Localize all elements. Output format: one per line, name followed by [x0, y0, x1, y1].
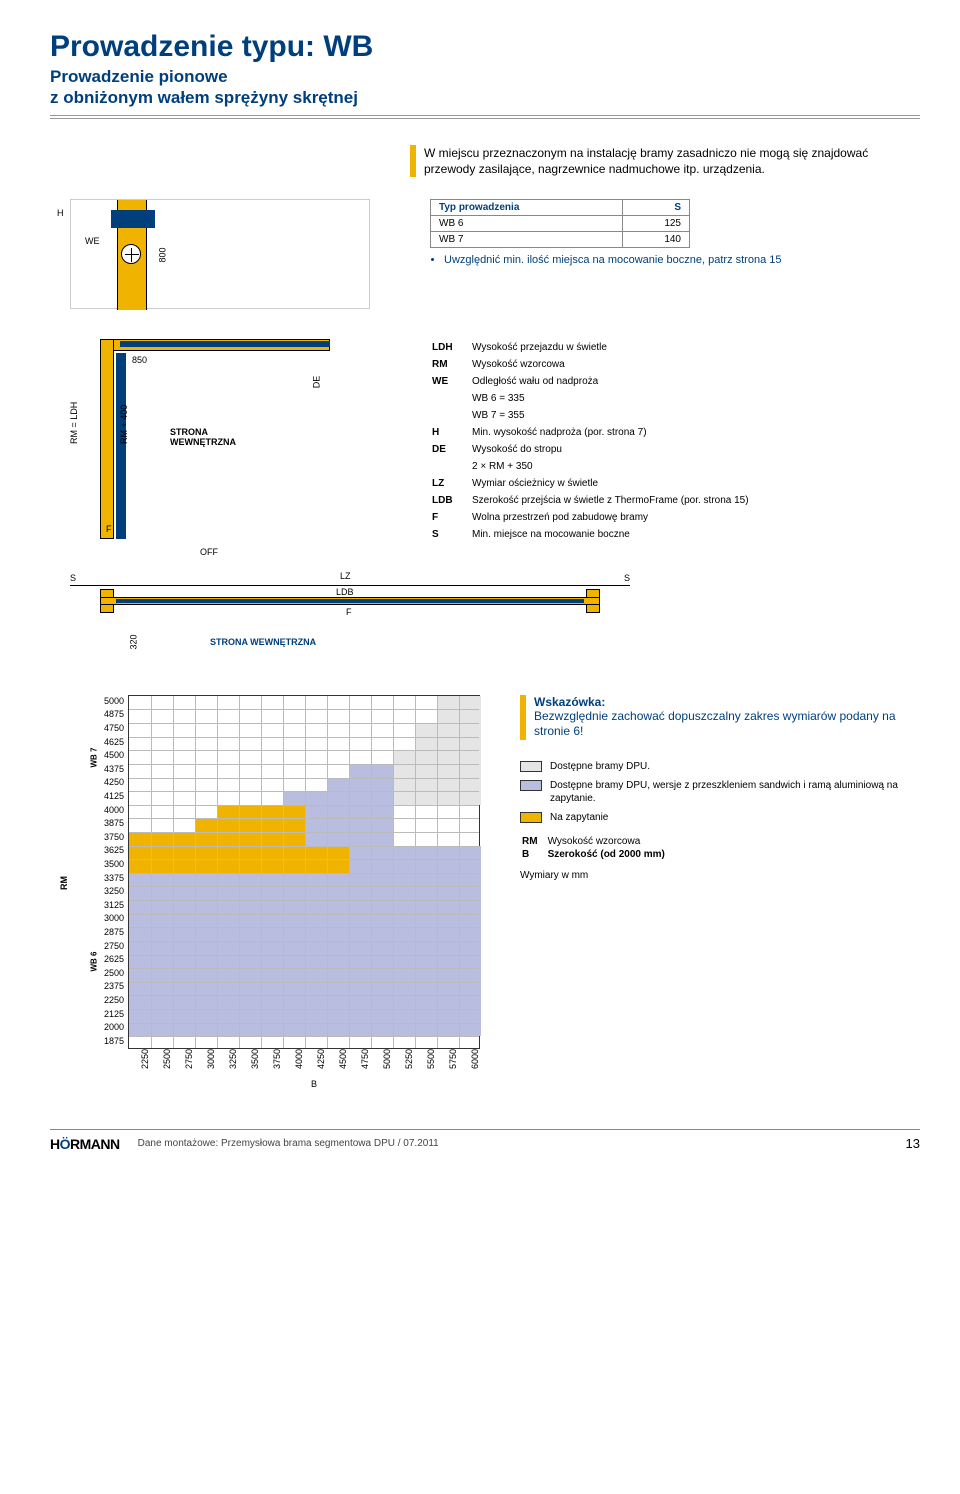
- dia2-rm400: RM + 400: [119, 405, 129, 444]
- dia3-320: 320: [129, 634, 139, 649]
- subtitle-2: z obniżonym wałem sprężyny skrętnej: [50, 87, 920, 108]
- legend: Dostępne bramy DPU.Dostępne bramy DPU, w…: [520, 760, 920, 824]
- dia3-s1: S: [70, 573, 76, 583]
- dia1-800: 800: [158, 247, 168, 262]
- x-axis-values: 2250250027503000325035003750400042504500…: [134, 1055, 486, 1065]
- dia3-lz: LZ: [340, 571, 351, 581]
- bullet-note: Uwzględnić min. ilość miejsca na mocowan…: [444, 254, 920, 266]
- dia2-850: 850: [132, 355, 147, 365]
- intro-text: W miejscu przeznaczonym na instalację br…: [410, 145, 920, 177]
- wb7-label: WB 7: [90, 747, 99, 767]
- dia2-sw: STRONAWEWNĘTRZNA: [170, 427, 236, 447]
- definitions-table: LDHWysokość przejazdu w świetleRMWysokoś…: [430, 339, 751, 545]
- availability-grid: [128, 695, 480, 1049]
- page-number: 13: [906, 1136, 920, 1151]
- type-table: Typ prowadzeniaS WB 6125 WB 7140: [430, 199, 690, 248]
- dia3-f: F: [346, 607, 352, 617]
- units-note: Wymiary w mm: [520, 870, 920, 881]
- dia3-s2: S: [624, 573, 630, 583]
- legend-defs: RMWysokość wzorcowa BSzerokość (od 2000 …: [520, 834, 667, 862]
- rm-axis-label: RM: [59, 850, 69, 890]
- dia2-ldh: RM = LDH: [69, 402, 79, 444]
- diagram-3: S S LZ LDB F 320 STRONA WEWNĘTRZNA: [70, 575, 630, 655]
- subtitle-1: Prowadzenie pionowe: [50, 66, 920, 87]
- dia1-we: WE: [85, 236, 100, 246]
- y-axis-values: 5000487547504625450043754250412540003875…: [104, 695, 128, 1049]
- diagram-2: 850 RM + 400 F RM = LDH DE STRONAWEWNĘTR…: [70, 339, 330, 539]
- hint-box: Wskazówka: Bezwzględnie zachować dopuszc…: [520, 695, 920, 740]
- logo: HÖRMANN: [50, 1136, 120, 1152]
- d ia3-ldb: LDB: [336, 587, 354, 597]
- dia2-off: OFF: [200, 547, 218, 557]
- dia2-de: DE: [311, 376, 321, 389]
- diagram-1: WE H 800: [70, 199, 370, 309]
- dia2-f: F: [106, 524, 112, 534]
- wb6-label: WB 6: [90, 951, 99, 971]
- footer-text: Dane montażowe: Przemysłowa brama segmen…: [138, 1138, 906, 1149]
- page-title: Prowadzenie typu: WB: [50, 30, 920, 64]
- x-axis-label: B: [138, 1079, 490, 1089]
- dia1-h: H: [57, 208, 64, 218]
- dia3-sw: STRONA WEWNĘTRZNA: [210, 637, 316, 647]
